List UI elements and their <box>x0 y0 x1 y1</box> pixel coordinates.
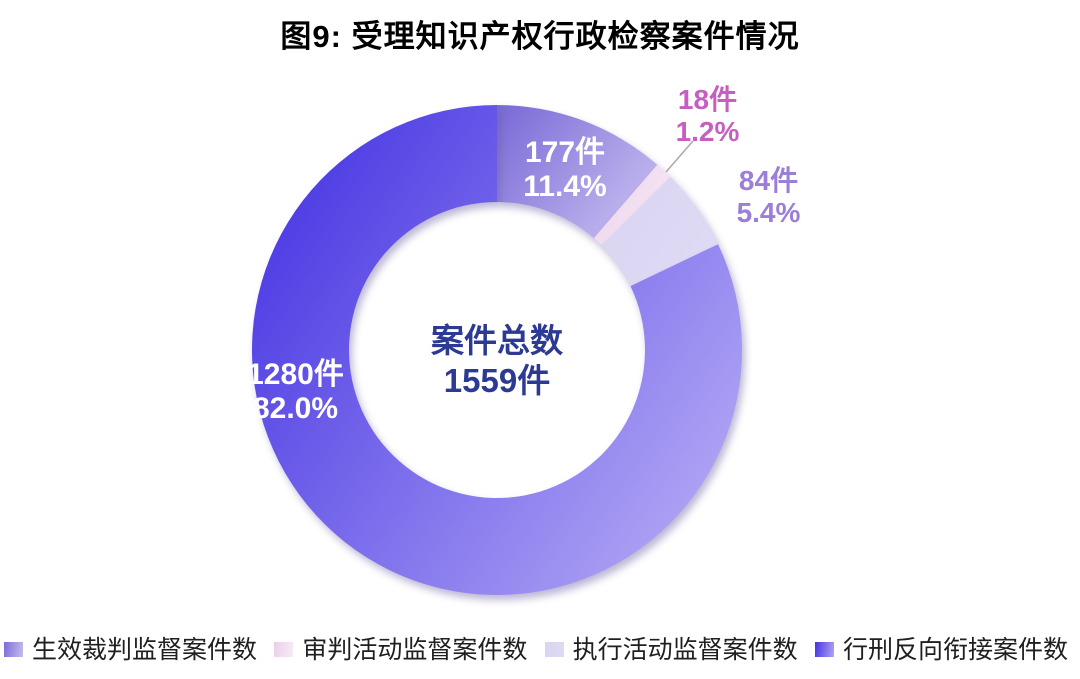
slice-value-label: 18件 <box>677 84 738 115</box>
slice-value-label: 177件 <box>524 136 606 169</box>
slice-label-1280: 1280件 82.0% <box>218 358 373 426</box>
legend-item-2: 执行活动监督案件数 <box>544 630 798 666</box>
slice-pct-label: 5.4% <box>736 196 801 228</box>
donut-slice-18 <box>593 164 671 246</box>
chart-title: 图9: 受理知识产权行政检察案件情况 <box>280 19 800 54</box>
callout-label-84: 84件 5.4% <box>706 165 831 228</box>
center-total-label: 案件总数 1559件 <box>387 321 607 402</box>
slice-value-label: 1280件 <box>247 358 344 391</box>
leader-line-18 <box>665 140 694 173</box>
slice-label-177: 177件 11.4% <box>500 136 630 204</box>
slice-pct-label: 1.2% <box>675 115 740 147</box>
legend-swatch-icon <box>544 642 564 657</box>
legend-item-label: 行刑反向衔接案件数 <box>842 636 1068 664</box>
legend-item-label: 审判活动监督案件数 <box>302 636 528 664</box>
donut-slice-84 <box>601 176 718 287</box>
legend-item-1: 审判活动监督案件数 <box>274 630 527 666</box>
center-total-title: 案件总数 <box>431 322 563 359</box>
slice-value-label: 84件 <box>738 165 799 196</box>
legend-swatch-icon <box>4 642 23 657</box>
legend: 生效裁判监督案件数 审判活动监督案件数 执行活动监督案件数 行刑反向衔接案件数 <box>4 630 1068 666</box>
legend-swatch-icon <box>274 642 294 657</box>
legend-item-label: 执行活动监督案件数 <box>572 636 798 664</box>
slice-pct-label: 82.0% <box>252 391 339 425</box>
slice-pct-label: 11.4% <box>523 169 607 203</box>
donut-slice-177 <box>497 105 658 239</box>
legend-item-0: 生效裁判监督案件数 <box>4 630 257 666</box>
legend-item-3: 行刑反向衔接案件数 <box>814 630 1068 666</box>
center-total-value: 1559件 <box>443 362 551 400</box>
donut-slice-1280 <box>252 105 743 596</box>
legend-item-label: 生效裁判监督案件数 <box>32 636 258 664</box>
callout-label-18: 18件 1.2% <box>645 84 770 147</box>
legend-swatch-icon <box>814 642 834 657</box>
